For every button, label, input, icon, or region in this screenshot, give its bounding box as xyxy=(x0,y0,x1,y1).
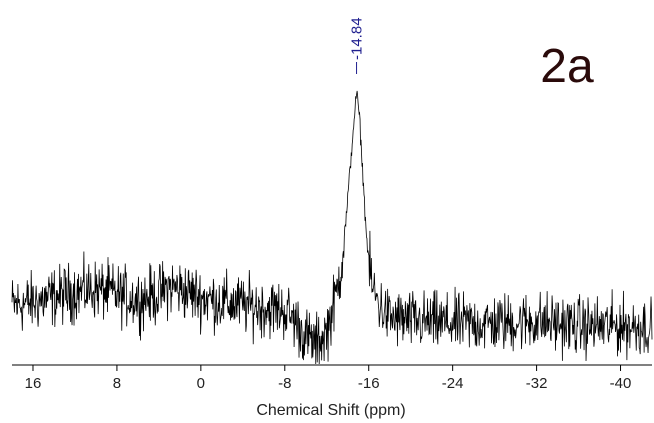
x-tick-label: -8 xyxy=(278,375,291,392)
x-tick-label: 0 xyxy=(197,375,205,392)
x-tick-label: -40 xyxy=(610,375,632,392)
x-tick-label: 8 xyxy=(113,375,121,392)
peak-annotation: -14.84 xyxy=(349,17,366,74)
panel-label: 2a xyxy=(540,40,594,93)
x-axis-title: Chemical Shift (ppm) xyxy=(256,402,405,419)
spectrum-series-line xyxy=(11,90,653,365)
peak-value-label: -14.84 xyxy=(349,17,366,60)
x-tick-label: -32 xyxy=(526,375,548,392)
x-tick-label: -16 xyxy=(358,375,380,392)
x-axis-ticks: 16 8 0 -8 -16 -24 -32 -40 xyxy=(25,365,632,392)
spectrum-plot xyxy=(11,90,653,365)
x-tick-label: 16 xyxy=(25,375,42,392)
x-tick-label: -24 xyxy=(442,375,464,392)
